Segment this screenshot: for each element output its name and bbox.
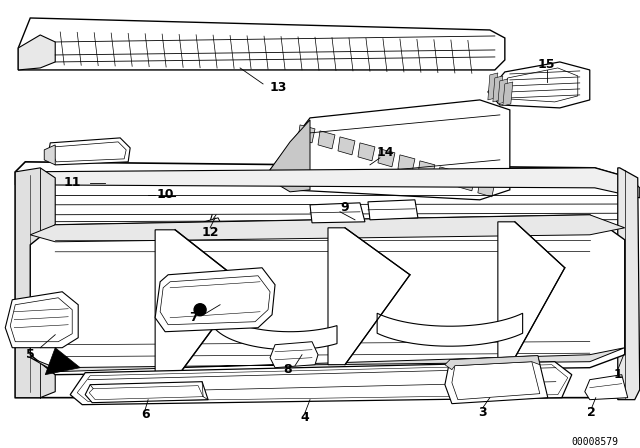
Text: 7: 7	[189, 311, 198, 324]
Polygon shape	[15, 162, 635, 398]
Polygon shape	[445, 356, 540, 370]
Polygon shape	[19, 18, 505, 70]
Polygon shape	[5, 292, 78, 348]
Polygon shape	[328, 228, 410, 365]
Polygon shape	[270, 100, 510, 200]
Polygon shape	[493, 76, 503, 102]
Text: 1: 1	[613, 368, 622, 381]
Text: 4: 4	[301, 411, 309, 424]
Polygon shape	[85, 382, 208, 403]
Polygon shape	[155, 268, 275, 332]
Polygon shape	[488, 73, 498, 100]
Text: 00008579: 00008579	[572, 437, 619, 447]
Polygon shape	[358, 143, 375, 161]
Polygon shape	[445, 356, 548, 404]
Polygon shape	[30, 348, 625, 372]
Polygon shape	[488, 62, 590, 108]
Text: 8: 8	[284, 363, 292, 376]
Polygon shape	[30, 215, 625, 242]
Polygon shape	[478, 179, 495, 197]
Polygon shape	[398, 155, 415, 173]
Polygon shape	[214, 310, 337, 350]
Polygon shape	[15, 168, 640, 198]
Polygon shape	[45, 348, 80, 375]
Text: 15: 15	[538, 58, 556, 71]
Text: 5: 5	[26, 348, 35, 361]
Polygon shape	[618, 168, 640, 400]
Polygon shape	[19, 35, 55, 70]
Text: 11: 11	[63, 177, 81, 190]
Text: 10: 10	[156, 188, 174, 201]
Ellipse shape	[44, 295, 61, 325]
Polygon shape	[270, 342, 318, 368]
Text: 2: 2	[588, 406, 596, 419]
Polygon shape	[458, 173, 475, 191]
Polygon shape	[310, 203, 365, 223]
Polygon shape	[318, 131, 335, 149]
Polygon shape	[498, 79, 508, 104]
Polygon shape	[498, 222, 564, 358]
Polygon shape	[418, 161, 435, 179]
Polygon shape	[155, 230, 245, 379]
Polygon shape	[378, 149, 395, 167]
Polygon shape	[44, 145, 55, 165]
Polygon shape	[585, 375, 628, 400]
Polygon shape	[48, 138, 130, 165]
Text: 6: 6	[141, 408, 150, 421]
Text: 14: 14	[376, 146, 394, 159]
Polygon shape	[30, 215, 625, 375]
Polygon shape	[15, 168, 55, 398]
Polygon shape	[368, 200, 418, 220]
Polygon shape	[438, 167, 455, 185]
Text: 3: 3	[479, 406, 487, 419]
Polygon shape	[202, 218, 222, 233]
Polygon shape	[298, 125, 315, 143]
Polygon shape	[377, 313, 523, 346]
Circle shape	[194, 304, 206, 316]
Text: 9: 9	[340, 201, 349, 214]
Text: 13: 13	[269, 82, 287, 95]
Polygon shape	[70, 362, 572, 405]
Polygon shape	[270, 120, 310, 192]
Polygon shape	[338, 137, 355, 155]
Text: 12: 12	[202, 226, 219, 239]
Polygon shape	[503, 82, 513, 106]
